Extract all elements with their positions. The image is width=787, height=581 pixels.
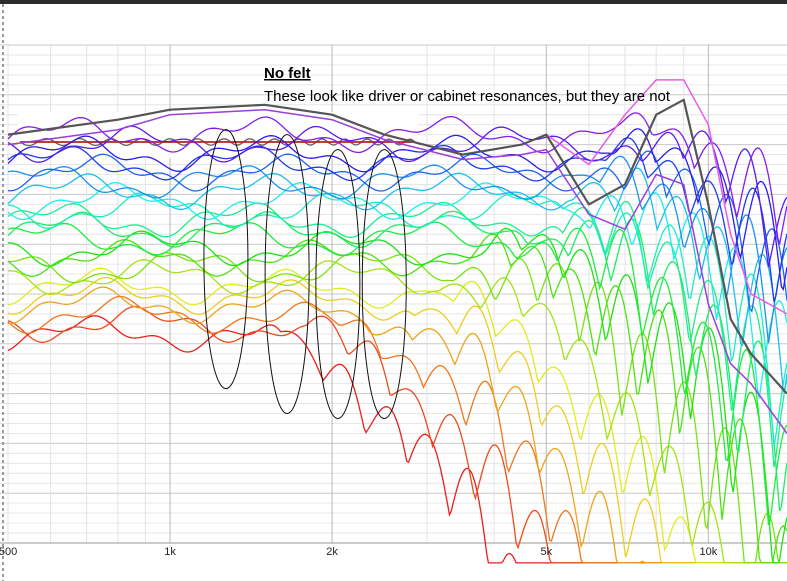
- inset-panel: [18, 112, 418, 158]
- response-curve: [7, 150, 787, 313]
- response-curve: [7, 167, 787, 394]
- resonance-ellipse: [203, 129, 249, 390]
- resonance-ellipse: [361, 149, 407, 420]
- top-series-line: [7, 108, 787, 434]
- response-curve: [7, 125, 787, 268]
- resonance-markers: [203, 129, 407, 420]
- x-tick-label: 1k: [164, 546, 176, 558]
- response-curve: [7, 286, 787, 564]
- annotation-text: These look like driver or cabinet resona…: [264, 88, 671, 105]
- response-curves: [7, 79, 787, 564]
- x-tick-label: 10k: [699, 546, 717, 558]
- x-tick-label: 2k: [326, 546, 338, 558]
- response-curve: [7, 221, 787, 526]
- response-curve: [7, 267, 787, 564]
- response-curve: [8, 227, 787, 564]
- resonance-ellipse: [264, 134, 310, 415]
- response-curve: [7, 128, 787, 291]
- response-curve: [7, 252, 787, 564]
- resonance-ellipse: [315, 149, 361, 420]
- x-tick-label: 5k: [540, 546, 552, 558]
- annotation-title: No felt: [264, 65, 311, 82]
- response-curve: [7, 192, 787, 447]
- response-curve: [7, 210, 787, 512]
- x-tick-label: 500: [0, 546, 17, 558]
- window-top-bar: [0, 0, 787, 4]
- top-series-line: [7, 98, 787, 395]
- response-curve: [7, 233, 787, 564]
- annotation: No felt These look like driver or cabine…: [264, 65, 671, 105]
- response-curve: [7, 112, 787, 245]
- response-curve: [7, 276, 787, 564]
- response-curve: [7, 259, 787, 564]
- x-axis-ticks: 500 1k 2k 5k 10k: [0, 546, 718, 558]
